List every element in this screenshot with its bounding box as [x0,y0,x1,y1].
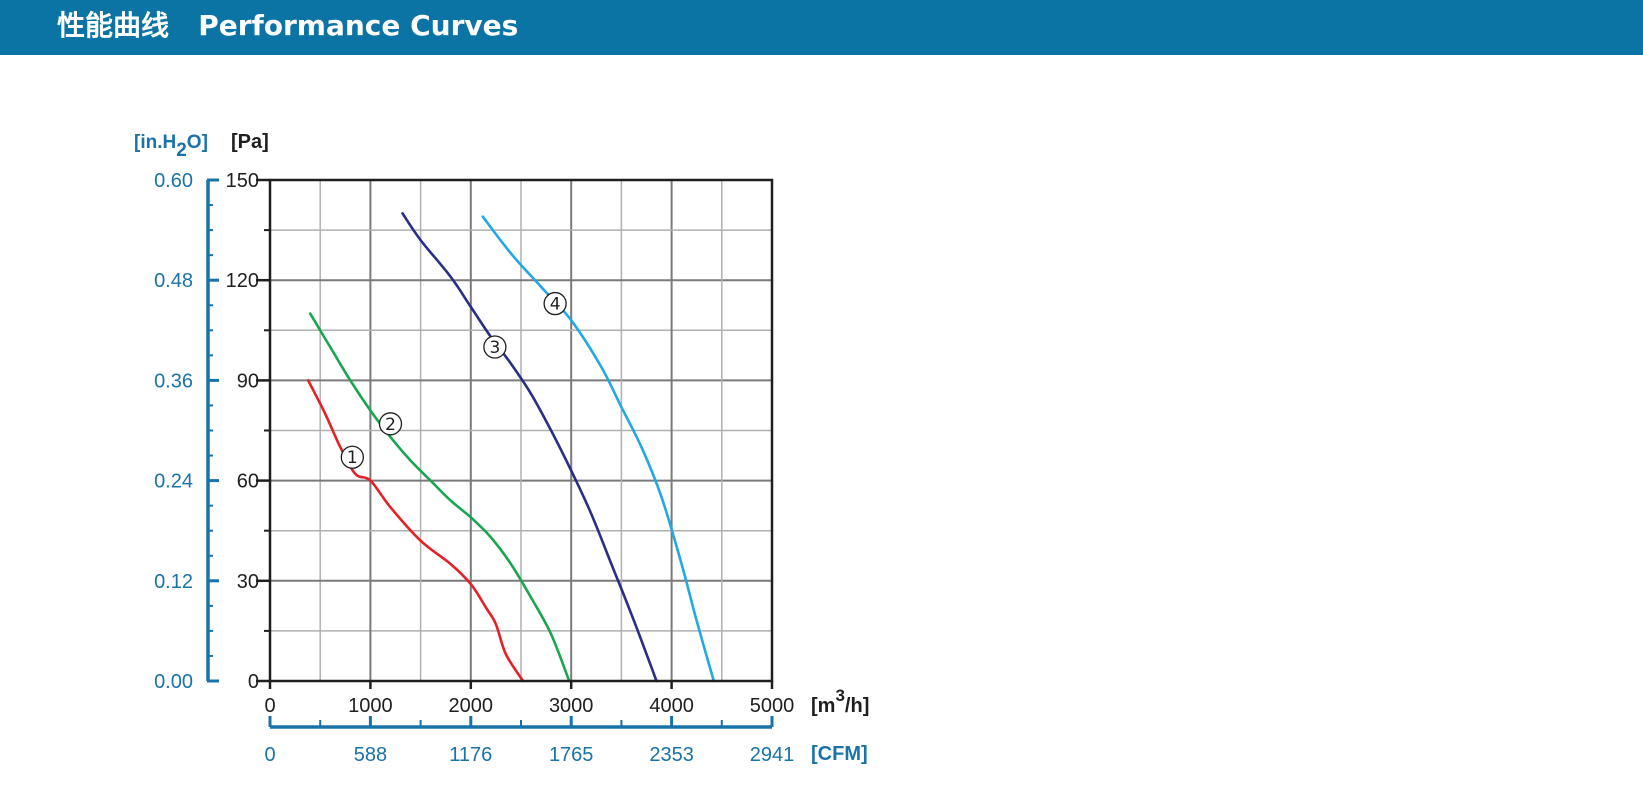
secondary-x-tick-label: 1176 [449,744,492,766]
secondary-x-axis-label: [CFM] [811,743,868,765]
series-label-marker-3 [483,335,507,359]
x-tick-label: 2000 [449,695,494,717]
series-label-marker-4 [543,291,567,316]
x-tick-label: 0 [264,695,275,717]
secondary-y-label-pre: [in.H [134,132,176,153]
secondary-x-tick-label: 588 [354,744,387,766]
page-title: 性能曲线 Performance Curves [57,9,519,42]
y-axis-label: [Pa] [231,131,269,153]
x-axis-label: [m3/h] [811,686,869,717]
series-label-4: 4 [550,295,561,315]
secondary-y-tick-label: 0.12 [154,571,193,593]
x-label-base: [m [811,695,835,717]
x-label-rest: /h] [845,695,869,717]
secondary-y-tick-label: 0.60 [154,170,193,192]
secondary-x-tick-label: 0 [264,744,275,766]
series-line-2 [308,312,571,683]
secondary-x-tick-label: 2941 [750,744,795,766]
x-label-sup: 3 [835,686,844,705]
secondary-y-tick-label: 0.24 [154,471,193,493]
y-tick-label: 120 [226,270,259,292]
y-tick-label: 0 [248,671,259,693]
series-line-4 [481,215,716,683]
grid [270,180,772,681]
series-line-1 [306,379,525,683]
x-tick-label: 1000 [348,695,393,717]
y-tick-label: 60 [237,471,259,493]
series-line-3 [401,212,658,683]
secondary-y-tick-label: 0.36 [154,370,193,392]
series-lines: 1 2 3 4 [306,212,716,683]
y-tick-label: 150 [226,170,259,192]
secondary-y-label-post: O] [187,132,208,153]
x-tick-label: 4000 [649,695,694,717]
secondary-x-tick-label: 1765 [549,744,594,766]
series-label-marker-2 [378,412,403,436]
axis-labels: [Pa] [in.H2O] [m3/h] [CFM] [134,131,869,765]
x-tick-label: 5000 [750,695,795,717]
y-tick-label: 30 [237,571,259,593]
header-bar: 性能曲线 Performance Curves [0,0,1643,55]
series-label-1: 1 [347,448,358,468]
x-tick-label: 3000 [549,695,594,717]
series-label-3: 3 [489,338,500,358]
series-label-marker-1 [340,445,364,469]
secondary-y-tick-label: 0.48 [154,270,193,292]
secondary-x-tick-label: 2353 [649,744,694,766]
series-label-2: 2 [385,415,396,435]
secondary-y-axis-label: [in.H2O] [134,132,208,161]
secondary-y-tick-label: 0.00 [154,671,193,693]
secondary-y-label-sub: 2 [176,140,187,161]
y-tick-label: 90 [237,370,259,392]
